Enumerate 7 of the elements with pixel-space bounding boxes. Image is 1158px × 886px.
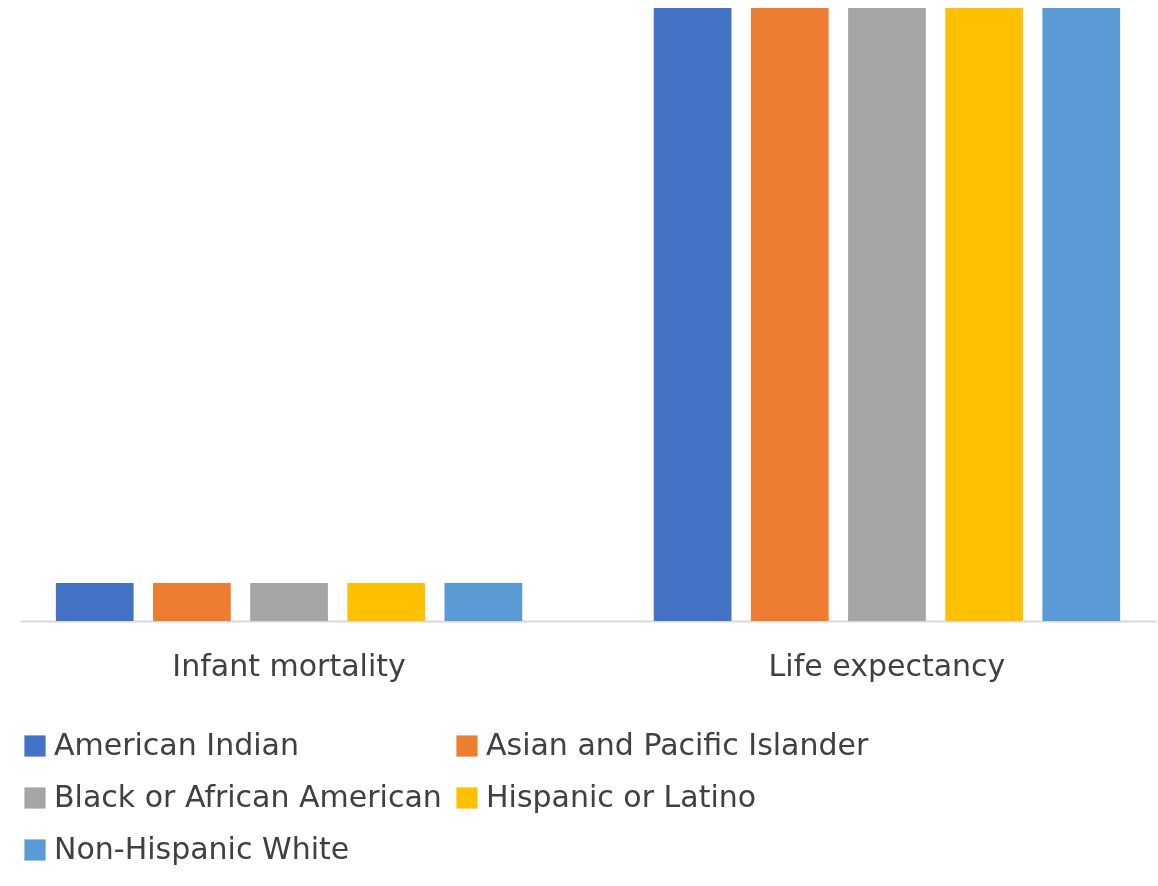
legend-label: Hispanic or Latino <box>486 779 757 814</box>
legend-label: American Indian <box>54 727 299 762</box>
x-tick-label: Infant mortality <box>172 647 406 683</box>
x-tick-label: Life expectancy <box>768 647 1006 683</box>
legend-label: Non-Hispanic White <box>54 831 350 866</box>
legend-label: Asian and Pacific Islander <box>486 727 869 762</box>
legend-label: Black or African American <box>54 779 442 814</box>
